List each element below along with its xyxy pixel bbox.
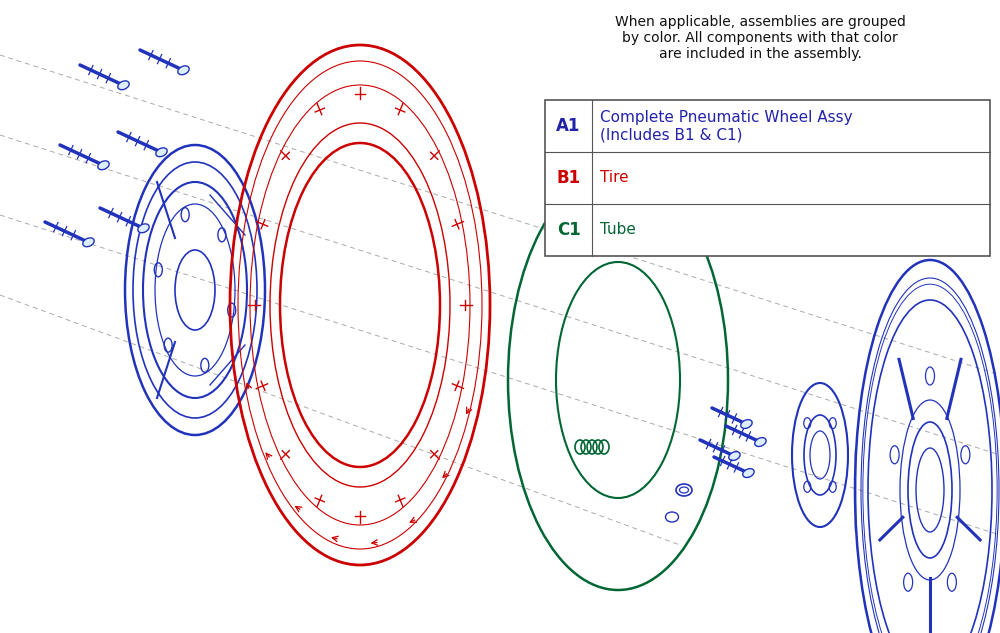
Text: A1: A1 bbox=[556, 117, 581, 135]
Ellipse shape bbox=[743, 468, 754, 477]
Text: When applicable, assemblies are grouped
by color. All components with that color: When applicable, assemblies are grouped … bbox=[615, 15, 905, 61]
FancyBboxPatch shape bbox=[545, 100, 990, 256]
Ellipse shape bbox=[156, 148, 167, 157]
Ellipse shape bbox=[98, 161, 109, 170]
Text: Complete Pneumatic Wheel Assy
(Includes B1 & C1): Complete Pneumatic Wheel Assy (Includes … bbox=[600, 110, 853, 142]
Ellipse shape bbox=[83, 238, 94, 247]
Text: B1: B1 bbox=[556, 169, 581, 187]
Text: Tire: Tire bbox=[600, 170, 629, 185]
Ellipse shape bbox=[729, 451, 740, 460]
Text: C1: C1 bbox=[557, 221, 580, 239]
Ellipse shape bbox=[138, 224, 149, 233]
Ellipse shape bbox=[755, 437, 766, 446]
Ellipse shape bbox=[118, 81, 129, 90]
Text: Tube: Tube bbox=[600, 223, 636, 237]
Ellipse shape bbox=[741, 420, 752, 429]
Ellipse shape bbox=[178, 66, 189, 75]
